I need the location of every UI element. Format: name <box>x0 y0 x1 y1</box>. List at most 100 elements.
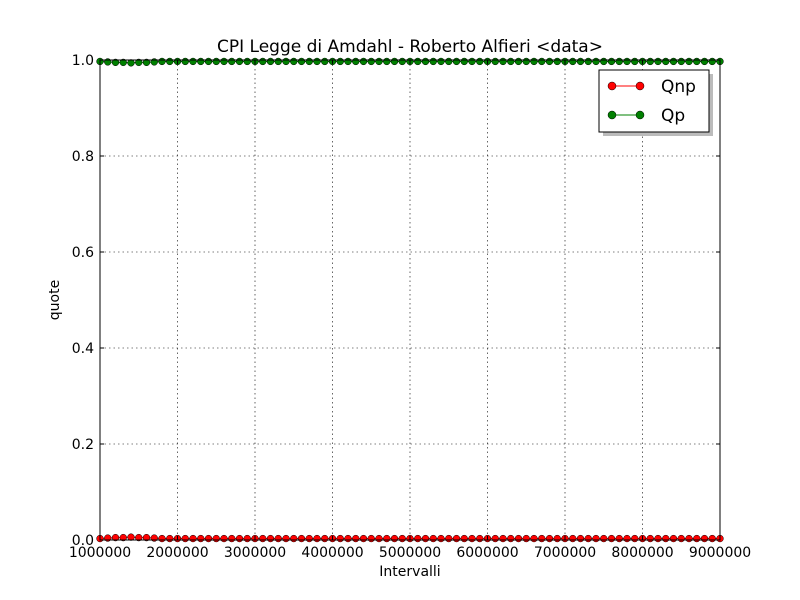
data-point <box>476 57 484 66</box>
data-point <box>607 534 616 543</box>
data-point <box>359 57 368 66</box>
data-point <box>522 57 530 66</box>
y-tick-label: 1.0 <box>72 53 94 69</box>
data-point <box>452 57 461 66</box>
data-point <box>545 534 554 543</box>
legend-marker <box>635 81 645 91</box>
data-point <box>305 534 313 543</box>
data-point <box>646 534 654 543</box>
data-point <box>274 57 282 66</box>
data-point <box>189 534 197 543</box>
data-point <box>669 534 678 543</box>
data-point <box>468 534 476 543</box>
data-point <box>623 57 631 66</box>
data-point <box>383 534 391 543</box>
data-point <box>282 534 290 543</box>
x-axis-label: Intervalli <box>379 564 440 580</box>
data-point <box>553 534 561 543</box>
data-point <box>662 534 670 543</box>
data-point <box>693 57 701 66</box>
data-point <box>142 533 151 542</box>
data-point <box>383 57 391 66</box>
x-tick-label: 9000000 <box>689 545 751 561</box>
x-tick-label: 3000000 <box>224 545 286 561</box>
data-point <box>615 57 623 66</box>
data-point <box>181 534 189 543</box>
data-point <box>631 534 639 543</box>
data-point <box>437 534 445 543</box>
data-point <box>615 534 623 543</box>
data-point <box>266 57 275 66</box>
y-axis-label: quote <box>47 280 63 320</box>
x-tick-label: 4000000 <box>301 545 363 561</box>
data-point <box>708 534 716 543</box>
data-point <box>569 57 577 66</box>
data-point <box>321 57 329 66</box>
data-point <box>452 534 461 543</box>
data-point <box>669 57 678 66</box>
data-point <box>398 534 406 543</box>
x-tick-label: 7000000 <box>534 545 596 561</box>
data-point <box>646 57 654 66</box>
data-point <box>235 57 244 66</box>
data-point <box>607 57 616 66</box>
data-point <box>135 58 143 67</box>
data-point <box>398 57 406 66</box>
data-point <box>204 534 213 543</box>
data-point <box>685 57 693 66</box>
y-tick-label: 0.0 <box>72 533 94 549</box>
x-tick-label: 1000000 <box>69 545 131 561</box>
data-point <box>514 57 523 66</box>
data-point <box>375 57 383 66</box>
data-point <box>266 534 275 543</box>
data-point <box>111 533 120 542</box>
legend-label: Qnp <box>661 77 696 97</box>
data-point <box>259 57 267 66</box>
data-point <box>623 534 631 543</box>
data-point <box>677 534 685 543</box>
data-point <box>228 534 236 543</box>
data-point <box>297 534 306 543</box>
data-point <box>390 534 399 543</box>
data-point <box>530 57 538 66</box>
data-point <box>344 57 352 66</box>
data-point <box>243 57 251 66</box>
data-point <box>228 57 236 66</box>
data-point <box>352 57 360 66</box>
data-point <box>135 533 143 542</box>
legend-marker <box>635 110 645 120</box>
data-point <box>166 57 174 66</box>
data-point <box>545 57 554 66</box>
data-point <box>499 534 507 543</box>
data-point <box>212 534 220 543</box>
data-point <box>142 58 151 67</box>
data-point <box>437 57 445 66</box>
data-point <box>491 57 499 66</box>
data-point <box>600 534 608 543</box>
data-point <box>662 57 670 66</box>
data-point <box>414 57 422 66</box>
data-point <box>344 534 352 543</box>
data-point <box>491 534 499 543</box>
data-point <box>259 534 267 543</box>
data-point <box>700 534 709 543</box>
data-point <box>677 57 685 66</box>
y-tick-label: 0.4 <box>72 341 94 357</box>
data-point <box>584 534 592 543</box>
data-point <box>367 534 375 543</box>
data-point <box>375 534 383 543</box>
data-point <box>235 534 244 543</box>
data-point <box>119 58 127 67</box>
data-point <box>367 57 375 66</box>
data-point <box>584 57 592 66</box>
data-point <box>197 57 205 66</box>
data-point <box>321 534 329 543</box>
data-point <box>429 534 437 543</box>
data-point <box>708 57 716 66</box>
data-point <box>445 57 453 66</box>
data-point <box>166 534 174 543</box>
data-point <box>220 57 228 66</box>
data-point <box>468 57 476 66</box>
y-tick-label: 0.2 <box>72 437 94 453</box>
